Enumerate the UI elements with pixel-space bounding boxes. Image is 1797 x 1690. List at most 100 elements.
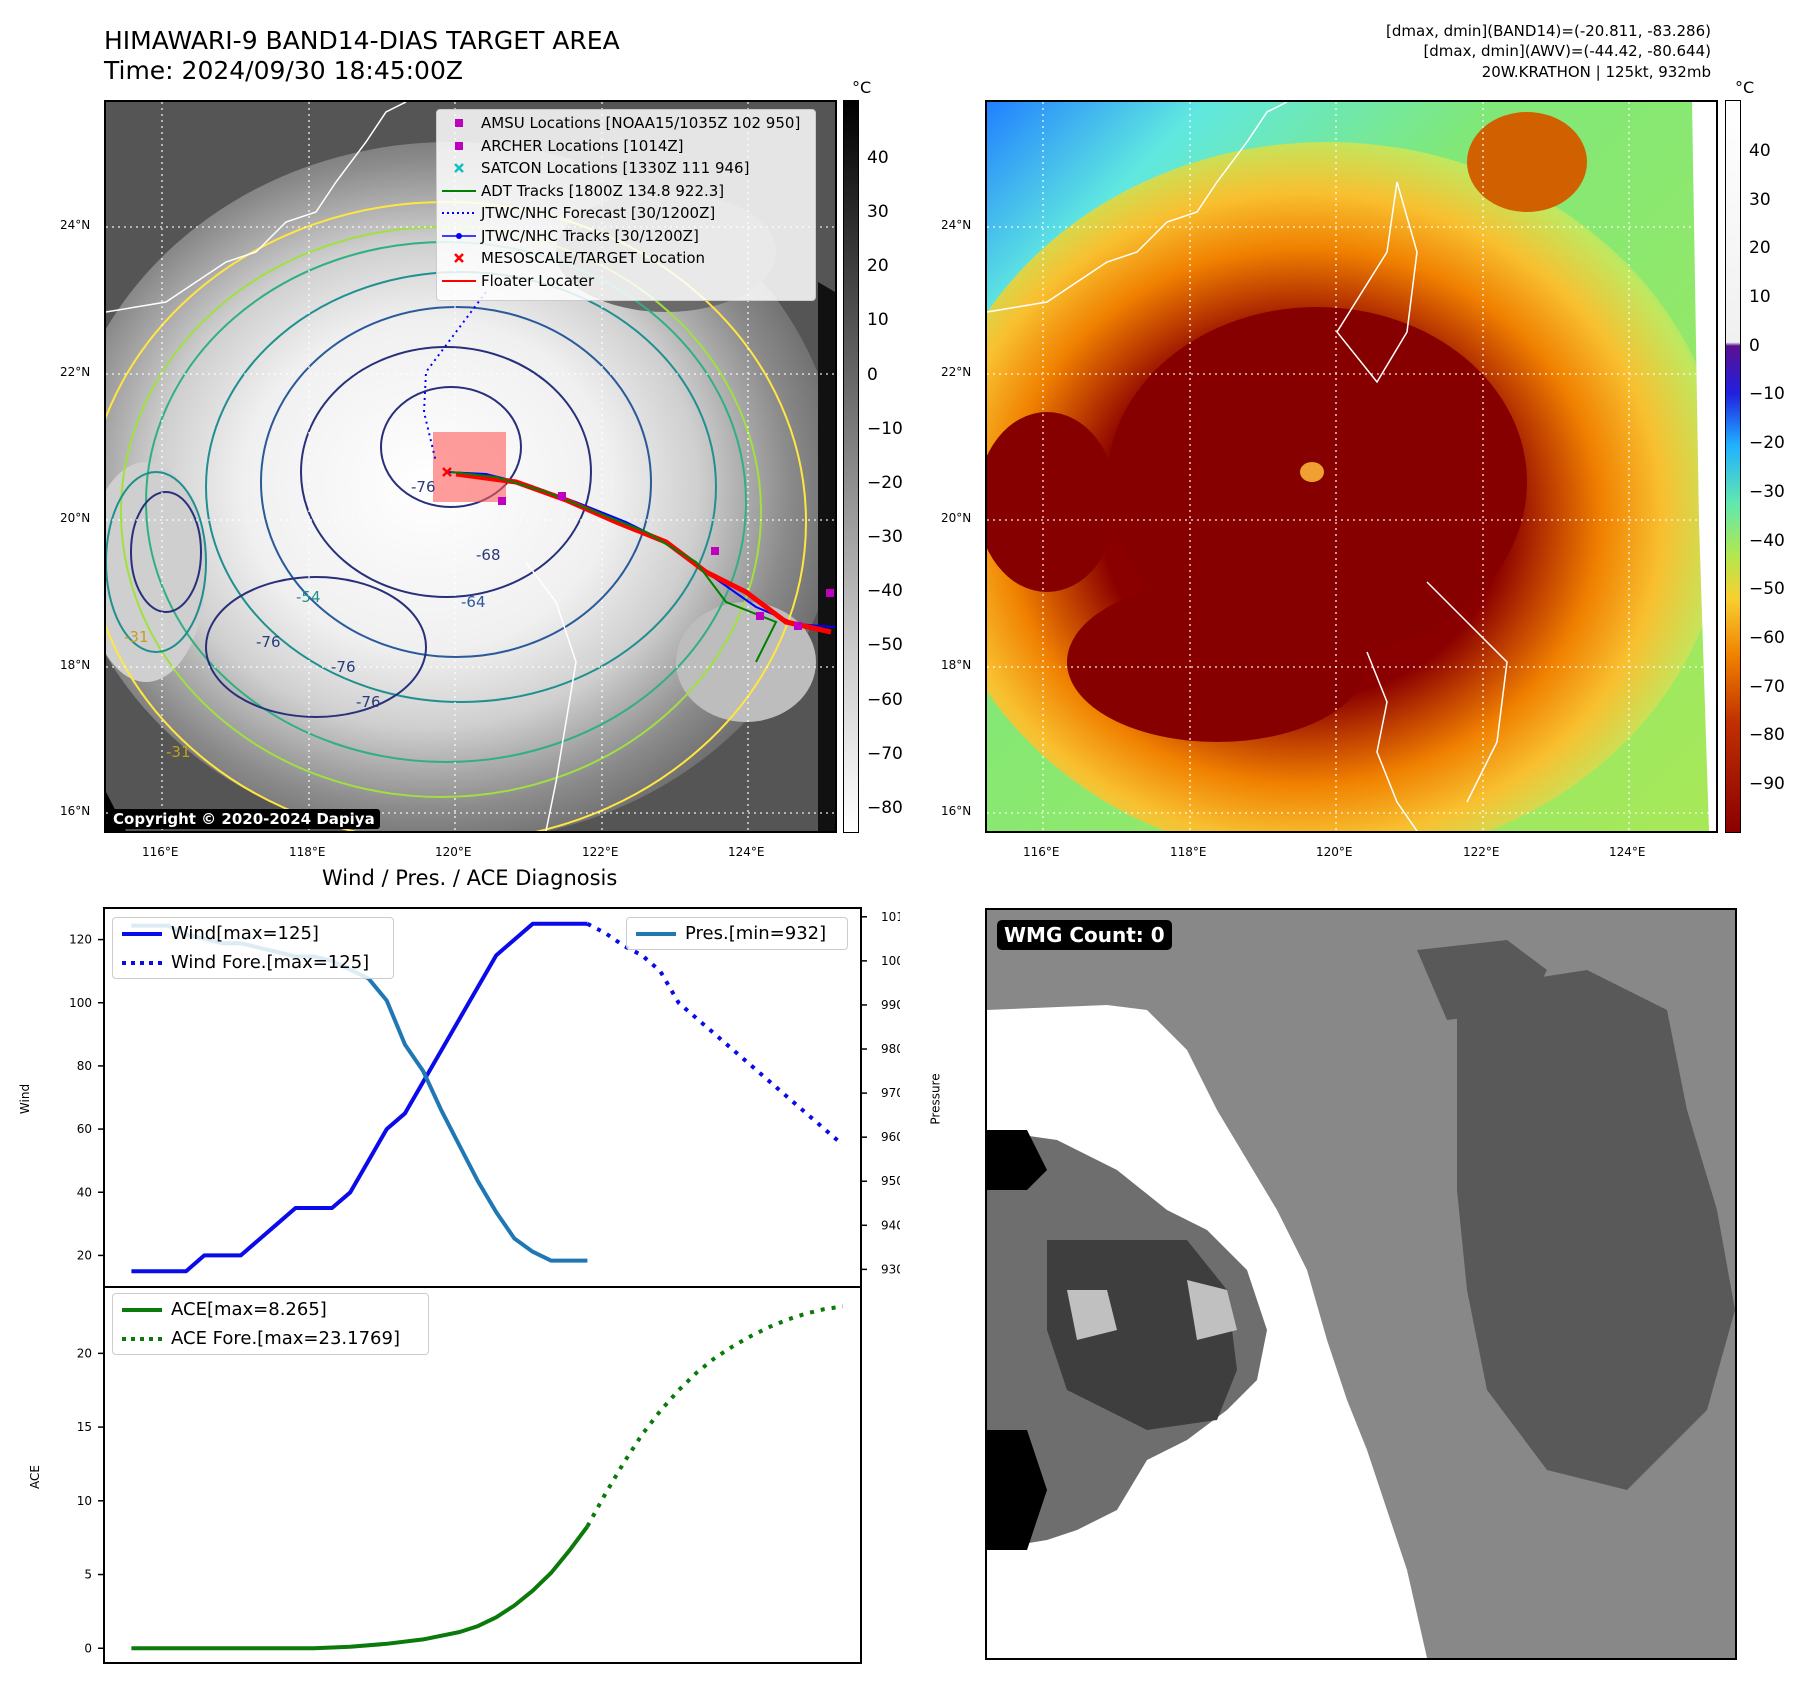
legend-item: Floater Locater — [437, 270, 815, 293]
colorbar-tick: 0 — [1749, 335, 1760, 356]
wmg-count-badge: WMG Count: 0 — [997, 920, 1172, 950]
lat-label: 22°N — [941, 365, 972, 379]
enhanced-colorbar-unit: °C — [1735, 78, 1755, 97]
map-legend: AMSU Locations [NOAA15/1035Z 102 950] AR… — [436, 109, 816, 301]
colorbar-tick: −80 — [1749, 725, 1785, 746]
dotted-line-icon — [437, 210, 481, 216]
ace-tick-label: 0 — [84, 1641, 92, 1655]
legend-label: ACE[max=8.265] — [171, 1299, 327, 1320]
legend-label: Wind Fore.[max=125] — [171, 952, 370, 973]
legend-label: JTWC/NHC Forecast [30/1200Z] — [481, 204, 716, 223]
wmg-image — [987, 910, 1735, 1658]
line-icon — [113, 930, 171, 938]
lat-label: 20°N — [941, 511, 972, 525]
colorbar-tick: −60 — [867, 689, 903, 710]
contour-label: -31 — [124, 628, 149, 646]
colorbar-tick: 40 — [867, 148, 889, 168]
enhanced-colorbar-ticks: 40 30 20 10 0 −10 −20 −30 −40 −50 −60 −7… — [1749, 141, 1785, 794]
colorbar-tick: −70 — [1749, 676, 1785, 697]
colorbar-tick: −20 — [867, 472, 903, 493]
colorbar-tick: −90 — [1749, 773, 1785, 794]
wind-series-line — [131, 921, 588, 1274]
lon-label: 124°E — [728, 845, 765, 859]
lon-label: 120°E — [435, 845, 472, 859]
legend-item: Wind Fore.[max=125] — [113, 948, 393, 977]
wmg-panel: WMG Count: 0 — [985, 908, 1737, 1660]
wind-tick-label: 20 — [77, 1248, 92, 1262]
legend-label: Pres.[min=932] — [685, 923, 827, 944]
wind-tick-label: 100 — [69, 996, 92, 1010]
ir-colorbar-ticks: 40 30 20 10 0 −10 −20 −30 −40 −50 −60 −7… — [867, 148, 903, 818]
contour-label: -76 — [356, 693, 381, 711]
lon-label: 122°E — [582, 845, 619, 859]
pressure-tick-label: 930 — [881, 1262, 900, 1276]
colorbar-tick: −60 — [1749, 627, 1785, 648]
lon-label: 118°E — [289, 845, 326, 859]
legend-item: MESOSCALE/TARGET Location — [437, 247, 815, 270]
contour-label: -31 — [166, 743, 191, 761]
diagnosis-title: Wind / Pres. / ACE Diagnosis — [322, 866, 618, 890]
lat-label: 18°N — [941, 658, 972, 672]
lat-label: 16°N — [60, 804, 91, 818]
pressure-axis-label: Pressure — [928, 1073, 943, 1125]
legend-label: JTWC/NHC Tracks [30/1200Z] — [481, 226, 699, 245]
colorbar-tick: −20 — [1749, 433, 1785, 454]
lat-label: 18°N — [60, 658, 91, 672]
lon-label: 116°E — [142, 845, 179, 859]
legend-item: JTWC/NHC Tracks [30/1200Z] — [437, 225, 815, 248]
colorbar-tick: −30 — [1749, 481, 1785, 502]
line-icon — [437, 278, 481, 284]
ace-tick-label: 5 — [84, 1568, 92, 1582]
lon-label: 120°E — [1316, 845, 1353, 859]
contour-label: -68 — [476, 546, 501, 564]
timestamp: Time: 2024/09/30 18:45:00Z — [104, 56, 463, 85]
lat-label: 22°N — [60, 365, 91, 379]
dotted-line-icon — [113, 1335, 171, 1343]
enhanced-map-panel — [985, 100, 1718, 833]
copyright-badge: Copyright © 2020-2024 Dapiya — [108, 809, 380, 829]
lat-label: 16°N — [941, 804, 972, 818]
colorbar-tick: −30 — [867, 527, 903, 548]
legend-label: ARCHER Locations [1014Z] — [481, 136, 684, 155]
lat-label: 24°N — [941, 218, 972, 232]
legend-label: ADT Tracks [1800Z 134.8 922.3] — [481, 181, 725, 200]
pressure-tick-label: 940 — [881, 1218, 900, 1232]
legend-label: AMSU Locations [NOAA15/1035Z 102 950] — [481, 114, 801, 133]
storm-info: 20W.KRATHON | 125kt, 932mb — [1481, 63, 1711, 81]
legend-item: AMSU Locations [NOAA15/1035Z 102 950] — [437, 112, 815, 135]
colorbar-tick: 20 — [867, 256, 889, 277]
ace-series-line — [585, 1304, 844, 1528]
line-icon — [113, 1306, 171, 1314]
contour-label: -76 — [256, 633, 281, 651]
colorbar-tick: 10 — [867, 310, 889, 331]
lon-label: 118°E — [1170, 845, 1207, 859]
storm-tracks — [422, 291, 835, 663]
colorbar-tick: 0 — [867, 364, 878, 385]
colorbar-tick: −50 — [867, 635, 903, 656]
legend-item: Pres.[min=932] — [627, 919, 847, 948]
colorbar-tick: 30 — [1749, 189, 1771, 210]
lat-label: 20°N — [60, 511, 91, 525]
lon-label: 116°E — [1023, 845, 1060, 859]
legend-item: SATCON Locations [1330Z 111 946] — [437, 157, 815, 180]
lon-label: 124°E — [1609, 845, 1646, 859]
line-icon — [437, 188, 481, 194]
colorbar-tick: −70 — [867, 743, 903, 764]
contour-label: -76 — [411, 478, 436, 496]
legend-label: SATCON Locations [1330Z 111 946] — [481, 159, 750, 178]
legend-label: Wind[max=125] — [171, 923, 319, 944]
colorbar-tick: −50 — [1749, 579, 1785, 600]
colorbar-tick: 10 — [1749, 287, 1771, 308]
wind-tick-label: 60 — [77, 1122, 92, 1136]
pressure-tick-label: 990 — [881, 998, 900, 1012]
legend-label: MESOSCALE/TARGET Location — [481, 249, 706, 268]
ir-map-panel: -31 -54 -64 -76 -76 -76 -76 -68 -31 AMSU… — [104, 100, 837, 833]
wind-legend: Wind[max=125] Wind Fore.[max=125] — [112, 917, 394, 979]
pressure-tick-label: 980 — [881, 1042, 900, 1056]
ace-series-line — [131, 1525, 590, 1651]
enhanced-colorbar — [1725, 100, 1741, 833]
wind-tick-label: 80 — [77, 1059, 92, 1073]
pressure-tick-label: 1000 — [881, 954, 900, 968]
